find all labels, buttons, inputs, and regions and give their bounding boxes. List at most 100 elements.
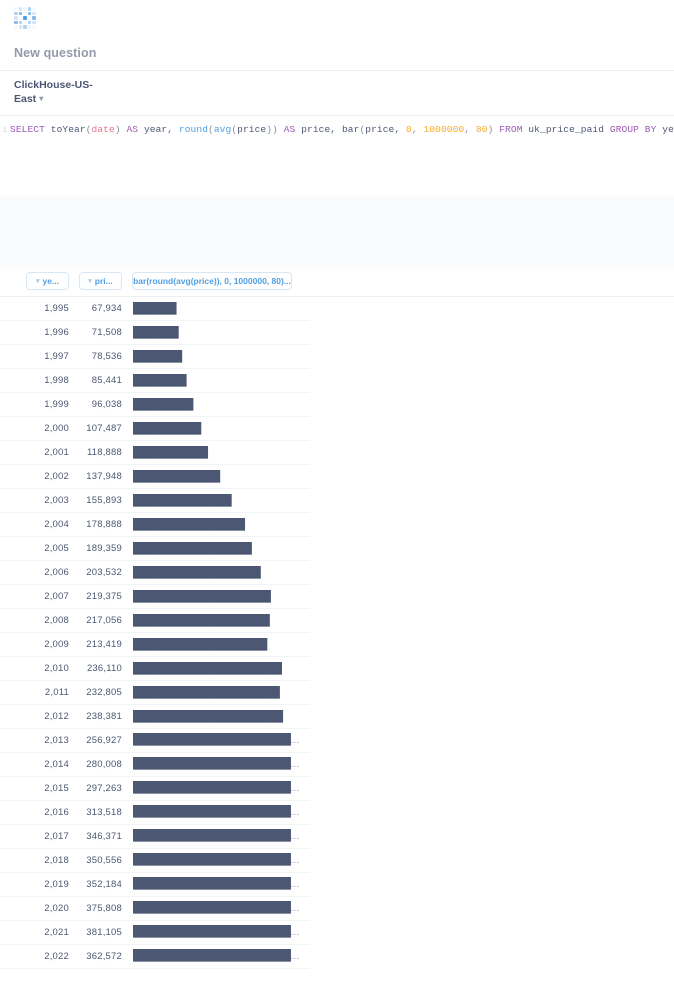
cell-year[interactable]: 2,020 <box>44 903 69 914</box>
cell-price[interactable]: 118,888 <box>86 447 122 458</box>
table-row[interactable]: 1,998 85,441 ██████▊ <box>0 369 310 393</box>
cell-bar[interactable]: ███████████ <box>133 470 220 483</box>
table-row[interactable]: 2,005 189,359 ███████████████▏ <box>0 537 310 561</box>
cell-price[interactable]: 375,808 <box>86 903 122 914</box>
table-row[interactable]: 2,021 381,105 ████████████████████… <box>0 921 310 945</box>
table-row[interactable]: 2,012 238,381 ███████████████████ <box>0 705 310 729</box>
cell-year[interactable]: 2,003 <box>44 495 69 506</box>
cell-bar[interactable]: █████▊ <box>133 326 181 339</box>
cell-price[interactable]: 238,381 <box>86 711 122 722</box>
cell-price[interactable]: 362,572 <box>86 951 122 962</box>
sql-query-text[interactable]: SELECT toYear(date) AS year, round(avg(p… <box>10 123 674 137</box>
cell-year[interactable]: 2,007 <box>44 591 69 602</box>
cell-price[interactable]: 67,934 <box>91 303 122 314</box>
table-row[interactable]: 1,997 78,536 ██████▎ <box>0 345 310 369</box>
cell-price[interactable]: 178,888 <box>86 519 122 530</box>
table-row[interactable]: 2,016 313,518 ████████████████████… <box>0 801 310 825</box>
cell-year[interactable]: 2,013 <box>44 735 69 746</box>
table-row[interactable]: 2,001 118,888 █████████▌ <box>0 441 310 465</box>
table-row[interactable]: 2,002 137,948 ███████████ <box>0 465 310 489</box>
cell-bar[interactable]: █████████▌ <box>133 446 212 459</box>
cell-bar[interactable]: ████████████████▎ <box>133 566 267 579</box>
cell-price[interactable]: 352,184 <box>86 879 122 890</box>
table-row[interactable]: 1,999 96,038 ███████▋ <box>0 393 310 417</box>
cell-bar[interactable]: ████████▋ <box>133 422 204 435</box>
cell-year[interactable]: 1,999 <box>44 399 69 410</box>
cell-price[interactable]: 137,948 <box>86 471 122 482</box>
cell-year[interactable]: 2,018 <box>44 855 69 866</box>
cell-bar[interactable]: ████████████████████… <box>133 853 300 866</box>
cell-bar[interactable]: ████████████▌ <box>133 494 236 507</box>
cell-price[interactable]: 155,893 <box>86 495 122 506</box>
cell-year[interactable]: 2,015 <box>44 783 69 794</box>
table-row[interactable]: 2,007 219,375 █████████████████▌ <box>0 585 310 609</box>
cell-bar[interactable]: ████████████████████… <box>133 757 300 770</box>
cell-price[interactable]: 203,532 <box>86 567 122 578</box>
column-header-year[interactable]: ▾ ye... <box>26 271 69 290</box>
cell-year[interactable]: 2,014 <box>44 759 69 770</box>
cell-bar[interactable]: █████████████████ <box>133 638 267 651</box>
table-row[interactable]: 2,013 256,927 ████████████████████… <box>0 729 310 753</box>
cell-price[interactable]: 297,263 <box>86 783 122 794</box>
cell-price[interactable]: 236,110 <box>86 663 122 674</box>
cell-year[interactable]: 1,995 <box>44 303 69 314</box>
cell-bar[interactable]: ██████████████████▋ <box>133 686 283 699</box>
cell-bar[interactable]: █████████████████▍ <box>133 614 275 627</box>
cell-year[interactable]: 2,009 <box>44 639 69 650</box>
cell-year[interactable]: 2,019 <box>44 879 69 890</box>
cell-year[interactable]: 2,004 <box>44 519 69 530</box>
cell-year[interactable]: 1,998 <box>44 375 69 386</box>
cell-price[interactable]: 78,536 <box>91 351 122 362</box>
metabase-logo-icon[interactable] <box>14 7 36 29</box>
cell-price[interactable]: 219,375 <box>86 591 122 602</box>
cell-bar[interactable]: ████████████████████… <box>133 925 300 938</box>
table-row[interactable]: 2,017 346,371 ████████████████████… <box>0 825 310 849</box>
cell-price[interactable]: 313,518 <box>86 807 122 818</box>
cell-year[interactable]: 1,997 <box>44 351 69 362</box>
cell-bar[interactable]: ███████▋ <box>133 398 196 411</box>
table-row[interactable]: 2,014 280,008 ████████████████████… <box>0 753 310 777</box>
cell-bar[interactable]: ██████▎ <box>133 350 189 363</box>
cell-bar[interactable]: ██████████████████▉ <box>133 662 283 675</box>
cell-year[interactable]: 2,011 <box>44 687 69 698</box>
column-header-price[interactable]: ▾ pri... <box>79 271 122 290</box>
cell-price[interactable]: 350,556 <box>86 855 122 866</box>
table-row[interactable]: 1,996 71,508 █████▊ <box>0 321 310 345</box>
cell-bar[interactable]: █████████████████▌ <box>133 590 275 603</box>
cell-bar[interactable]: ██████▊ <box>133 374 189 387</box>
cell-bar[interactable]: ████████████████████… <box>133 805 300 818</box>
column-header-bar[interactable]: bar(round(avg(price)), 0, 1000000, 80)..… <box>132 271 292 290</box>
table-row[interactable]: 2,015 297,263 ████████████████████… <box>0 777 310 801</box>
table-row[interactable]: 2,004 178,888 ██████████████▎ <box>0 513 310 537</box>
table-row[interactable]: 2,022 362,572 ████████████████████… <box>0 945 310 969</box>
cell-year[interactable]: 2,008 <box>44 615 69 626</box>
cell-year[interactable]: 2,001 <box>44 447 69 458</box>
cell-year[interactable]: 2,017 <box>44 831 69 842</box>
cell-year[interactable]: 2,021 <box>44 927 69 938</box>
table-row[interactable]: 2,009 213,419 █████████████████ <box>0 633 310 657</box>
table-row[interactable]: 2,011 232,805 ██████████████████▋ <box>0 681 310 705</box>
cell-year[interactable]: 2,002 <box>44 471 69 482</box>
table-row[interactable]: 2,008 217,056 █████████████████▍ <box>0 609 310 633</box>
cell-price[interactable]: 280,008 <box>86 759 122 770</box>
cell-bar[interactable]: ██████████████▎ <box>133 518 252 531</box>
cell-bar[interactable]: ████████████████████… <box>133 733 300 746</box>
cell-price[interactable]: 232,805 <box>86 687 122 698</box>
database-selector[interactable]: ClickHouse-US-East ▾ <box>14 78 100 107</box>
cell-price[interactable]: 107,487 <box>86 423 122 434</box>
cell-bar[interactable]: ████████████████████… <box>133 877 300 890</box>
cell-price[interactable]: 256,927 <box>86 735 122 746</box>
cell-bar[interactable]: █████▌ <box>133 302 181 315</box>
cell-bar[interactable]: ███████████████▏ <box>133 542 259 555</box>
table-row[interactable]: 2,020 375,808 ████████████████████… <box>0 897 310 921</box>
page-title[interactable]: New question <box>14 46 97 60</box>
cell-year[interactable]: 2,000 <box>44 423 69 434</box>
table-row[interactable]: 2,010 236,110 ██████████████████▉ <box>0 657 310 681</box>
cell-year[interactable]: 2,010 <box>44 663 69 674</box>
table-row[interactable]: 2,018 350,556 ████████████████████… <box>0 849 310 873</box>
cell-price[interactable]: 381,105 <box>86 927 122 938</box>
cell-price[interactable]: 213,419 <box>86 639 122 650</box>
cell-bar[interactable]: ████████████████████… <box>133 829 300 842</box>
cell-bar[interactable]: ████████████████████… <box>133 901 300 914</box>
table-row[interactable]: 2,003 155,893 ████████████▌ <box>0 489 310 513</box>
